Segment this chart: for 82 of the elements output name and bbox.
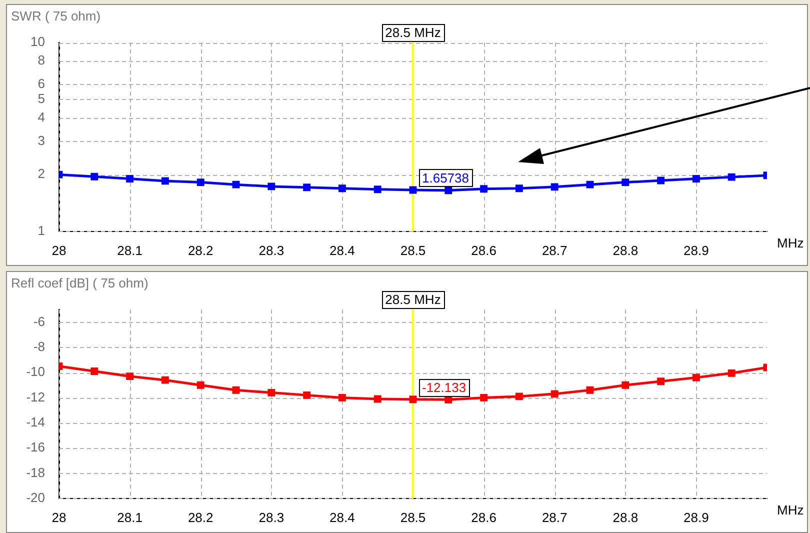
point xyxy=(196,178,204,186)
point xyxy=(374,395,382,403)
x-tick-label: 28.8 xyxy=(612,510,638,525)
x-tick-label: 28.2 xyxy=(188,510,214,525)
point xyxy=(444,396,452,404)
x-tick-label: 28.3 xyxy=(258,242,284,258)
point xyxy=(338,184,346,192)
y-tick-label: -18 xyxy=(26,464,45,480)
point xyxy=(126,175,134,182)
point xyxy=(550,183,558,191)
chart-title: Refl coef [dB] ( 75 ohm) xyxy=(11,275,148,290)
point xyxy=(622,381,630,389)
point xyxy=(657,378,665,386)
point xyxy=(303,391,311,399)
point xyxy=(515,392,523,400)
point xyxy=(268,182,276,190)
point xyxy=(409,186,417,194)
y-tick-label: 8 xyxy=(38,52,45,68)
point xyxy=(728,369,736,377)
x-tick-label: 28.6 xyxy=(471,242,496,258)
x-tick-label: 28.5 xyxy=(400,242,426,258)
x-axis-title: MHz xyxy=(777,235,804,250)
point xyxy=(692,175,700,182)
x-tick-label: 28.5 xyxy=(400,510,426,525)
point xyxy=(657,176,665,184)
y-tick-label: -10 xyxy=(26,364,45,380)
chart-title: SWR ( 75 ohm) xyxy=(11,8,101,24)
x-tick-label: 28.9 xyxy=(684,510,709,525)
x-tick-label: 28.1 xyxy=(117,510,142,525)
ref-line-label: 28.5 MHz xyxy=(385,25,441,40)
y-tick-label: -20 xyxy=(26,490,45,505)
point xyxy=(409,396,417,404)
point xyxy=(550,390,558,398)
x-tick-label: 28.7 xyxy=(542,510,568,525)
point xyxy=(586,386,594,394)
y-tick-label: -16 xyxy=(26,440,45,455)
y-tick-label: 2 xyxy=(38,166,45,182)
annotation: -12.133 xyxy=(422,380,466,395)
point xyxy=(692,374,700,382)
x-tick-label: 28.1 xyxy=(117,242,142,258)
annotation: 1.65738 xyxy=(422,170,469,186)
x-tick-label: 28.4 xyxy=(330,242,355,258)
x-tick-label: 28.9 xyxy=(684,242,709,258)
y-tick-label: 3 xyxy=(38,132,45,148)
point xyxy=(126,372,134,380)
point xyxy=(444,186,452,194)
point xyxy=(161,376,169,384)
x-tick-label: 28.3 xyxy=(258,510,284,525)
x-tick-label: 28.4 xyxy=(330,510,355,525)
point xyxy=(338,394,346,402)
y-tick-label: 1 xyxy=(38,222,45,238)
point xyxy=(232,386,240,394)
point xyxy=(161,177,169,185)
y-tick-label: -14 xyxy=(26,414,45,430)
y-tick-label: 6 xyxy=(38,76,45,92)
ref-line-label: 28.5 MHz xyxy=(385,292,441,308)
point xyxy=(728,173,736,181)
x-tick-label: 28 xyxy=(52,510,66,525)
point xyxy=(90,368,98,375)
x-axis-title: MHz xyxy=(777,502,804,518)
point xyxy=(374,186,382,194)
y-tick-label: 5 xyxy=(38,91,45,106)
point xyxy=(515,184,523,192)
y-tick-label: 4 xyxy=(38,109,45,124)
point xyxy=(480,185,488,193)
point xyxy=(268,388,276,396)
x-tick-label: 28.6 xyxy=(471,510,496,525)
y-tick-label: 10 xyxy=(30,34,45,50)
point xyxy=(196,381,204,389)
point xyxy=(480,394,488,402)
x-tick-label: 28.7 xyxy=(542,242,568,258)
point xyxy=(90,172,98,180)
x-tick-label: 28.8 xyxy=(612,242,638,258)
y-tick-label: -6 xyxy=(33,314,45,329)
point xyxy=(232,180,240,188)
x-tick-label: 28.2 xyxy=(188,242,214,258)
point xyxy=(622,178,630,186)
y-tick-label: -8 xyxy=(33,338,45,354)
point xyxy=(303,184,311,192)
y-tick-label: -12 xyxy=(26,389,45,404)
x-tick-label: 28 xyxy=(52,242,66,258)
point xyxy=(586,180,594,188)
